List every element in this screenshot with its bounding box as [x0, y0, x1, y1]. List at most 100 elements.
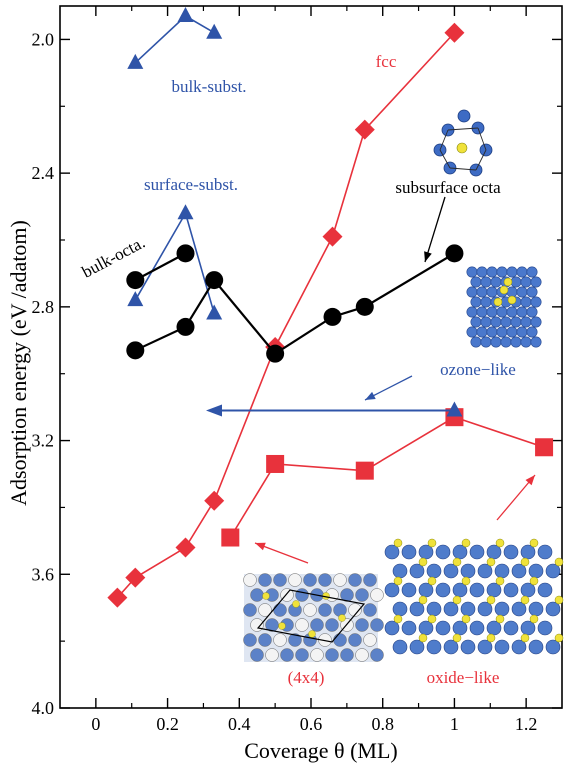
atom-white — [355, 648, 369, 662]
atom-blue — [355, 618, 369, 632]
atom-blue — [243, 603, 257, 617]
data-point-diamond — [354, 119, 375, 140]
data-point-circle — [176, 244, 195, 263]
atom-white — [288, 573, 302, 587]
atom-blue — [476, 326, 488, 338]
atom-blue — [401, 582, 417, 598]
data-point-circle — [205, 271, 224, 290]
atom-blue — [250, 588, 264, 602]
atom-blue — [392, 563, 408, 579]
atom-blue — [528, 639, 544, 655]
4x4-illustration — [243, 573, 384, 662]
atom-blue — [466, 266, 478, 278]
atom-yellow — [493, 297, 503, 307]
data-point-square — [535, 438, 554, 457]
atom-blue — [258, 633, 272, 647]
atom-blue — [470, 276, 482, 288]
data-point-diamond — [322, 226, 343, 247]
data-point-triangle — [206, 23, 223, 39]
atom-white — [303, 603, 317, 617]
atom-blue — [537, 544, 553, 560]
bond — [449, 167, 477, 171]
atom-blue — [435, 582, 451, 598]
atom-blue — [516, 286, 528, 298]
series-bulk-subst- — [127, 7, 223, 69]
atom-blue — [528, 601, 544, 617]
atom-blue — [295, 648, 309, 662]
data-point-diamond — [125, 567, 146, 588]
y-tick-label: 2.0 — [32, 29, 55, 49]
atom-blue — [494, 601, 510, 617]
atom-yellow — [452, 557, 462, 567]
structure-illustrations — [243, 109, 564, 662]
atom-blue — [486, 266, 498, 278]
atom-white — [348, 603, 362, 617]
subsurface-octa-arrow-line — [424, 196, 446, 263]
atom-yellow — [486, 557, 496, 567]
atom-blue — [384, 620, 400, 636]
atom-blue — [466, 286, 478, 298]
atom-blue — [500, 316, 512, 328]
y-tick-label: 3.6 — [32, 564, 55, 584]
atom-blue — [409, 639, 425, 655]
atom-blue — [392, 601, 408, 617]
atom-blue — [520, 316, 532, 328]
atom-blue — [506, 266, 518, 278]
unit-cell-outline — [256, 589, 366, 643]
atom-blue — [460, 639, 476, 655]
atom-yellow — [418, 557, 428, 567]
atom-blue — [243, 633, 257, 647]
series-line — [116, 32, 456, 599]
atom-blue — [511, 563, 527, 579]
atom-blue — [545, 639, 561, 655]
atom-blue — [288, 633, 302, 647]
atom-blue — [506, 326, 518, 338]
atom-blue — [516, 306, 528, 318]
atom-white — [333, 573, 347, 587]
atom-blue — [520, 276, 532, 288]
atom-yellow — [507, 295, 517, 305]
atom-blue — [503, 620, 519, 636]
data-point-triangle — [127, 291, 144, 307]
atom-yellow — [495, 614, 505, 624]
atom-blue — [503, 582, 519, 598]
x-tick-label: 0.4 — [228, 714, 251, 734]
atom-yellow — [393, 576, 403, 586]
atom-blue — [490, 336, 502, 348]
atom-yellow — [452, 595, 462, 605]
atom-blue — [511, 639, 527, 655]
atom-blue — [530, 296, 542, 308]
ozone-like-arrow-head — [206, 404, 222, 417]
atom-blue — [340, 648, 354, 662]
atom-blue — [295, 588, 309, 602]
atom-blue — [325, 648, 339, 662]
x-tick-label: 0.2 — [156, 714, 179, 734]
data-point-circle — [323, 307, 342, 326]
atom-blue — [280, 648, 294, 662]
atom-yellow — [393, 538, 403, 548]
atom-yellow — [529, 538, 539, 548]
series-line — [134, 252, 455, 356]
atom-yellow — [427, 538, 437, 548]
atom-blue — [477, 639, 493, 655]
atom-blue — [510, 316, 522, 328]
data-point-triangle — [177, 204, 194, 220]
series-line — [134, 252, 187, 282]
atom-blue — [435, 620, 451, 636]
data-point-square — [266, 454, 285, 473]
atom-blue — [370, 648, 384, 662]
series-ozone-like — [446, 401, 463, 417]
atom-yellow — [456, 142, 468, 154]
atom-blue — [348, 633, 362, 647]
data-point-diamond — [107, 587, 128, 608]
atom-blue — [494, 563, 510, 579]
atom-blue — [348, 573, 362, 587]
series-bulk-octa- — [126, 244, 195, 290]
atom-blue — [310, 618, 324, 632]
atom-blue — [480, 336, 492, 348]
data-point-triangle — [446, 401, 463, 417]
atom-yellow — [427, 576, 437, 586]
atom-yellow — [427, 614, 437, 624]
data-point-square — [221, 528, 240, 547]
atom-white — [363, 633, 377, 647]
